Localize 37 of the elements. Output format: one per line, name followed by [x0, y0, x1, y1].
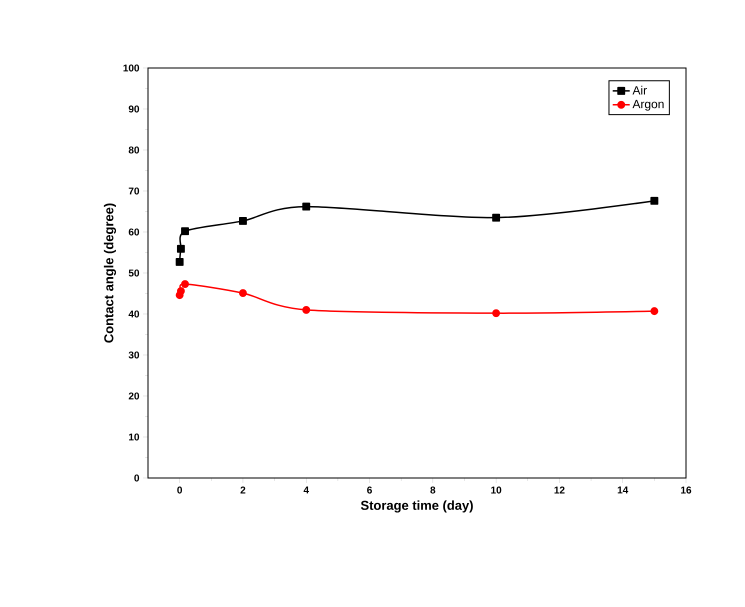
x-tick-label: 2 [240, 486, 246, 494]
y-axis-title: Contact angle (degree) [104, 203, 116, 343]
y-tick-label: 80 [128, 146, 140, 154]
point [492, 214, 500, 222]
x-tick-label: 12 [554, 486, 565, 494]
x-tick-label: 6 [367, 486, 372, 494]
point [238, 216, 247, 225]
y-tick-label: 60 [128, 228, 140, 236]
y-tick-label: 70 [128, 187, 140, 195]
y-tick-label: 100 [123, 64, 140, 72]
y-tick-label: 40 [128, 310, 140, 318]
point [650, 307, 658, 316]
y-tick-label: 10 [129, 433, 140, 441]
y-tick-label: 0 [134, 474, 140, 482]
y-tick-label: 50 [128, 269, 140, 277]
point [176, 244, 185, 253]
x-tick-label: 14 [618, 486, 628, 494]
legend-label: Argon [632, 100, 664, 111]
x-tick-label: 16 [681, 486, 692, 494]
y-tick-label: 20 [128, 392, 140, 400]
y-tick-label: 90 [128, 105, 140, 113]
x-axis-title: Storage time (day) [360, 500, 473, 513]
legend-label: Air [632, 86, 647, 94]
point [181, 280, 189, 288]
x-tick-label: 4 [304, 486, 309, 494]
x-tick-label: 10 [491, 486, 502, 494]
point [302, 202, 310, 211]
point [302, 306, 310, 314]
point [238, 289, 247, 298]
x-tick-label: 8 [430, 486, 436, 494]
x-tick-label: 0 [177, 486, 182, 494]
point [176, 258, 184, 266]
point [176, 287, 185, 295]
point [181, 227, 189, 236]
y-tick-label: 30 [128, 351, 140, 359]
point [650, 196, 658, 205]
point [492, 309, 500, 318]
